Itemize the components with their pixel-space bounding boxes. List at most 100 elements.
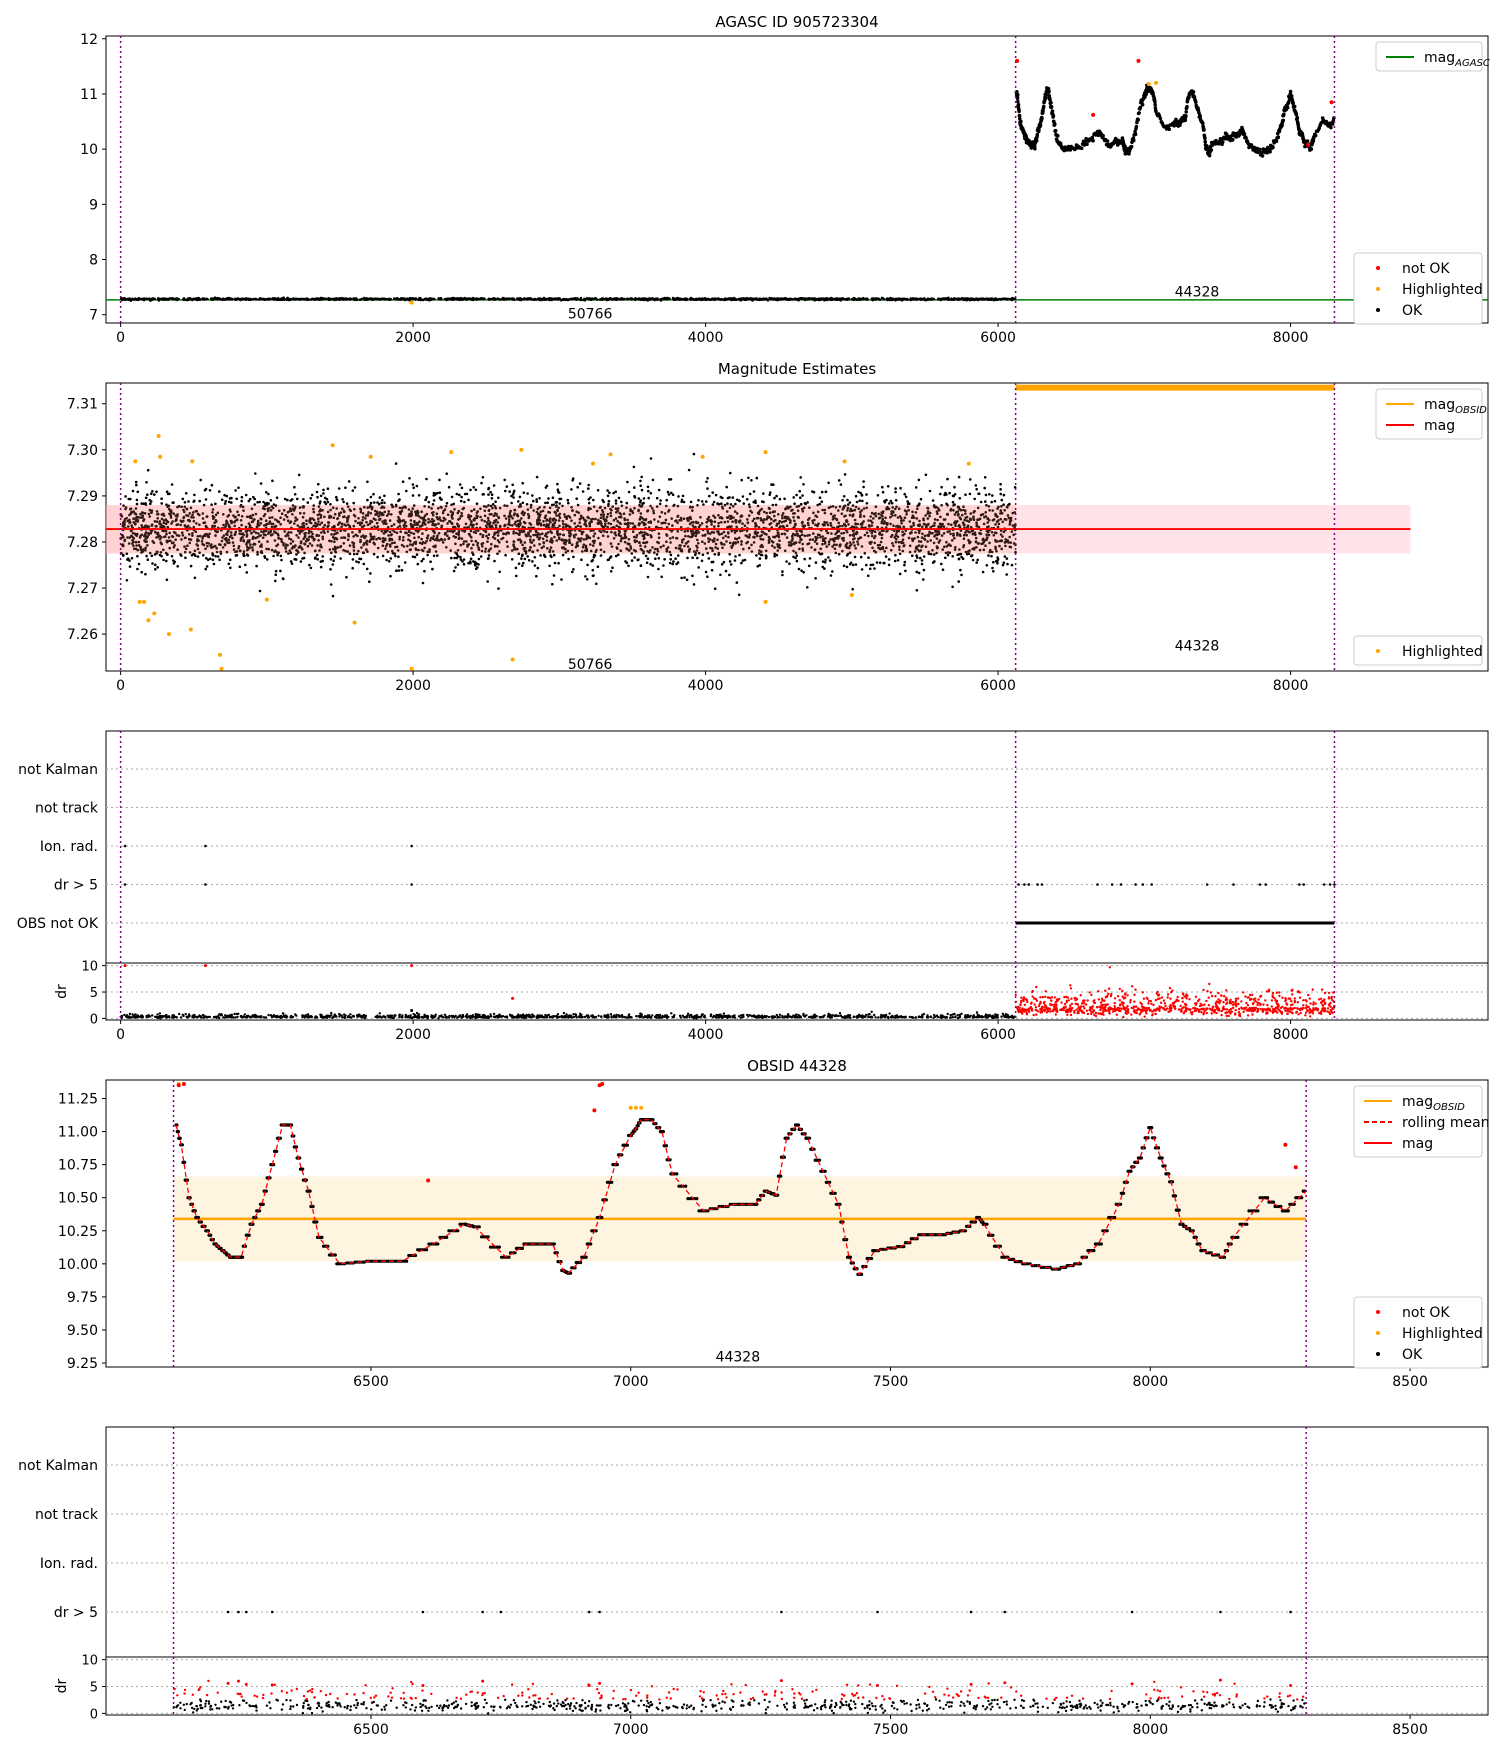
data-point-ok — [137, 562, 141, 566]
data-point-ok — [319, 565, 323, 569]
data-point-ok — [672, 560, 675, 563]
data-point-ok — [341, 498, 344, 501]
data-point-ok — [627, 564, 630, 568]
data-point-ok — [847, 297, 851, 301]
data-point-ok — [719, 573, 722, 577]
data-point-ok — [844, 298, 848, 301]
data-point-ok — [769, 297, 772, 301]
data-point-ok — [380, 501, 384, 505]
data-point-ok — [206, 297, 209, 301]
plot-title: AGASC ID 905723304 — [715, 13, 878, 31]
data-point-ok — [522, 561, 525, 565]
data-point-ok — [288, 298, 292, 302]
data-point-ok — [417, 297, 421, 301]
data-point-ok — [1184, 110, 1188, 114]
data-point-ok — [286, 498, 289, 502]
data-point-ok — [463, 500, 466, 504]
data-point-ok — [591, 568, 595, 572]
legend-label: not OK — [1402, 261, 1450, 277]
data-point-ok — [865, 297, 869, 301]
data-point-ok — [327, 298, 331, 301]
data-point-ok — [1329, 125, 1333, 130]
data-point-ok — [135, 502, 139, 506]
data-point-ok — [384, 298, 387, 301]
data-point-ok — [775, 298, 779, 301]
data-point-ok — [922, 298, 925, 301]
data-point-ok — [788, 297, 792, 301]
data-point-ok — [580, 558, 583, 561]
data-point-ok — [455, 297, 459, 300]
x-tick-label: 8000 — [1273, 330, 1309, 346]
data-point-ok — [182, 297, 186, 300]
data-point-ok — [531, 560, 534, 563]
data-point-ok — [822, 297, 825, 301]
data-point-ok — [794, 297, 797, 301]
data-point-ok — [228, 558, 232, 562]
data-point-ok — [263, 556, 267, 559]
data-point-ok — [420, 559, 424, 563]
data-point-ok — [912, 297, 915, 301]
data-point-ok — [552, 574, 556, 577]
data-point-ok — [467, 297, 471, 301]
data-point-ok — [204, 498, 208, 501]
data-point-ok — [932, 553, 936, 556]
data-point-ok — [1013, 297, 1017, 301]
data-point-ok — [323, 496, 327, 500]
data-point-ok — [855, 298, 859, 302]
y-tick-label: 9 — [89, 197, 98, 213]
data-point-ok — [557, 490, 560, 494]
data-point-ok — [174, 297, 177, 301]
data-point-ok — [252, 297, 255, 301]
data-point-ok — [550, 555, 553, 559]
data-point-ok — [607, 499, 611, 503]
data-point-ok — [323, 500, 327, 504]
data-point-ok — [1230, 137, 1235, 142]
data-point-ok — [681, 494, 685, 498]
data-point-ok — [709, 298, 713, 301]
data-point-ok — [335, 498, 339, 502]
data-point-ok — [734, 298, 738, 302]
data-point-ok — [909, 297, 912, 300]
data-point-ok — [946, 553, 950, 557]
data-point-ok — [512, 298, 515, 301]
data-point-ok — [1158, 116, 1163, 121]
data-point-ok — [802, 571, 805, 574]
data-point-ok — [1167, 127, 1171, 131]
data-point-ok — [905, 298, 908, 301]
data-point-ok — [630, 297, 633, 301]
data-point-ok — [479, 297, 483, 300]
data-point-ok — [881, 490, 885, 494]
data-point-ok — [634, 297, 637, 300]
data-point-ok — [546, 501, 549, 505]
data-point-ok — [855, 500, 859, 504]
data-point-ok — [1053, 128, 1058, 133]
data-point-ok — [620, 500, 623, 504]
data-point-ok — [432, 494, 436, 497]
data-point-ok — [706, 575, 709, 578]
data-point-ok — [554, 297, 557, 300]
data-point-ok — [575, 297, 579, 301]
data-point-ok — [759, 553, 763, 557]
data-point-ok — [758, 557, 762, 560]
data-point-ok — [153, 493, 156, 496]
data-point-ok — [556, 482, 559, 486]
data-point-ok — [713, 587, 717, 590]
data-point-ok — [544, 298, 547, 302]
data-point-ok — [915, 570, 918, 574]
data-point-ok — [919, 497, 923, 501]
data-point-ok — [729, 563, 733, 566]
data-point-ok — [456, 555, 460, 558]
data-point-ok — [727, 297, 731, 300]
data-point-ok — [881, 297, 884, 300]
data-point-ok — [599, 298, 602, 301]
data-point-ok — [878, 561, 882, 564]
data-point-ok — [1002, 493, 1006, 497]
data-point-ok — [211, 558, 215, 561]
data-point-not-ok — [1329, 100, 1334, 105]
data-point-ok — [240, 495, 244, 499]
data-point-ok — [531, 494, 534, 497]
data-point-ok — [558, 502, 561, 505]
data-point-ok — [729, 471, 732, 475]
data-point-ok — [366, 480, 369, 484]
data-point-ok — [557, 297, 560, 300]
